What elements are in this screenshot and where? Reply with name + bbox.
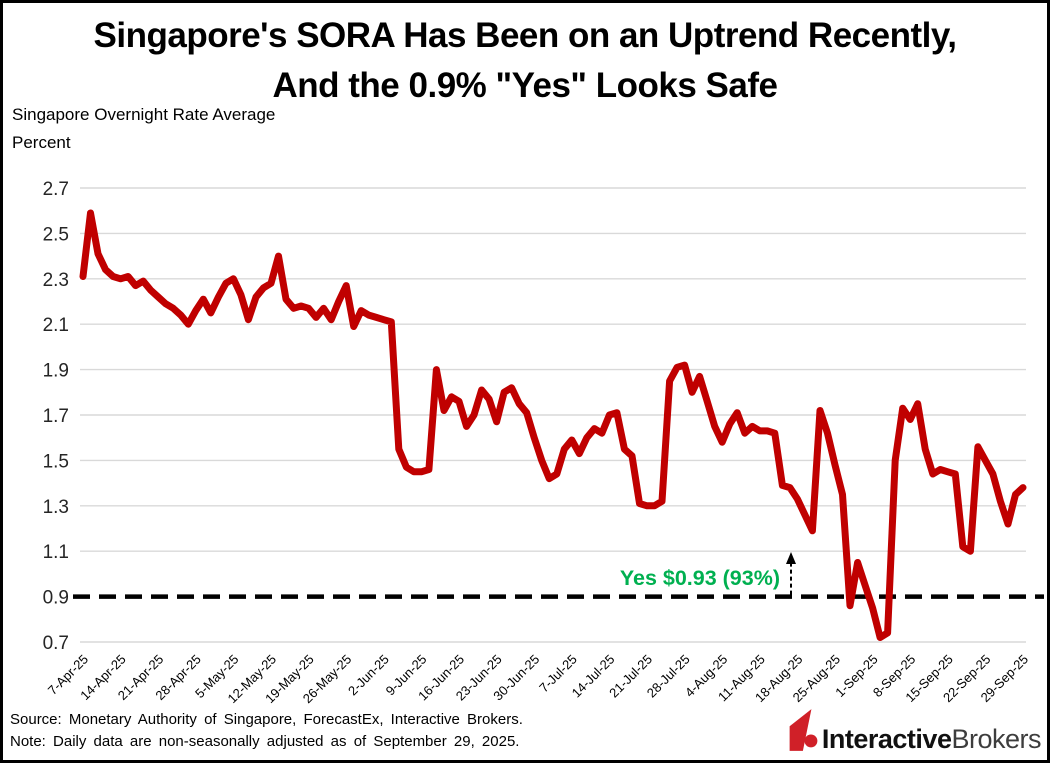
annotation-text: Yes $0.93 (93%): [620, 566, 780, 590]
brand-interactive: Interactive: [821, 724, 952, 754]
y-tick-label: 2.3: [43, 270, 69, 291]
y-axis-unit-label: Percent: [12, 133, 71, 152]
y-axis-title: Singapore Overnight Rate Average: [12, 105, 276, 124]
sora-series-line: [79, 209, 1027, 641]
y-tick-label: 1.9: [43, 361, 69, 382]
interactive-brokers-mark-icon: [789, 709, 818, 751]
data-note: Note: Daily data are non-seasonally adju…: [10, 732, 520, 750]
interactive-brokers-logo: Interactive Brokers: [783, 707, 1041, 753]
y-tick-label: 0.9: [43, 588, 69, 609]
annotation-arrow-head-icon: [786, 552, 796, 564]
chart-title-line2: And the 0.9% "Yes" Looks Safe: [272, 65, 778, 105]
brand-brokers: Brokers: [951, 724, 1041, 754]
footer: Source: Monetary Authority of Singapore,…: [10, 709, 523, 753]
y-tick-label: 1.3: [43, 497, 69, 518]
source-note: Source: Monetary Authority of Singapore,…: [10, 711, 523, 728]
sora-line-chart: 2.72.52.32.11.91.71.51.31.10.90.77-Apr-2…: [43, 179, 1044, 706]
y-tick-label: 2.7: [43, 179, 69, 200]
y-tick-label: 2.1: [43, 315, 69, 336]
y-tick-label: 2.5: [43, 224, 69, 245]
y-tick-label: 0.7: [43, 633, 69, 654]
y-tick-label: 1.7: [43, 406, 69, 427]
chart-title-line1: Singapore's SORA Has Been on an Uptrend …: [93, 16, 957, 55]
y-tick-label: 1.1: [43, 542, 69, 563]
chart-title: Singapore's SORA Has Been on an Uptrend …: [3, 11, 1047, 110]
y-tick-label: 1.5: [43, 451, 69, 472]
